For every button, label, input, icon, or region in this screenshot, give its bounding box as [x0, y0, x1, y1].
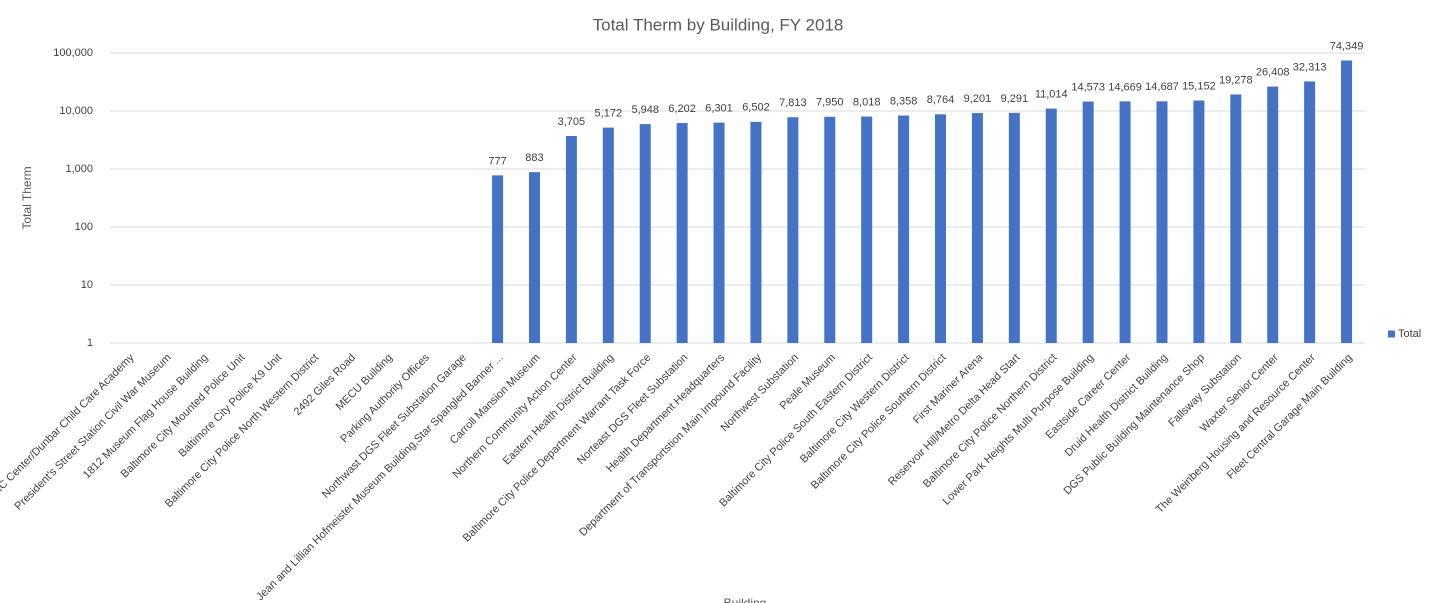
data-label: 883 [525, 152, 543, 164]
y-tick-label: 100,000 [53, 47, 93, 59]
data-label: 8,358 [890, 95, 918, 107]
bar [898, 115, 910, 343]
bar [1119, 101, 1131, 343]
x-tick-label: Jean and Lillian Hofmeister Museum Build… [254, 352, 505, 603]
data-label: 6,202 [668, 103, 696, 115]
bar [1008, 112, 1020, 343]
y-tick-label: 10 [81, 279, 93, 291]
bar [713, 122, 725, 343]
chart-title: Total Therm by Building, FY 2018 [593, 15, 844, 34]
data-label: 74,349 [1330, 40, 1364, 52]
bar [787, 117, 799, 343]
data-label: 8,018 [853, 96, 881, 108]
bar [676, 123, 688, 343]
data-label: 6,301 [705, 103, 733, 115]
x-tick-label: WIC Center/Dunbar Child Care Academy [0, 351, 137, 501]
data-label: 32,313 [1293, 61, 1327, 73]
y-tick-label: 100 [75, 221, 93, 233]
bar [1341, 60, 1353, 344]
x-tick-label: President's Street Station Civil War Mus… [13, 352, 174, 513]
bar [1045, 108, 1057, 343]
y-tick-label: 1 [87, 337, 93, 349]
bar [1156, 101, 1168, 344]
bar [1193, 100, 1205, 343]
x-tick-label: Baltimore City Police Northern District [921, 352, 1060, 491]
bar [602, 127, 614, 343]
data-label: 5,948 [631, 104, 659, 116]
data-label: 7,813 [779, 97, 807, 109]
data-label: 15,152 [1182, 80, 1216, 92]
data-label: 11,014 [1035, 88, 1068, 100]
bar [528, 172, 540, 343]
data-label: 8,764 [927, 94, 955, 106]
data-label: 26,408 [1256, 66, 1290, 78]
bar [971, 113, 983, 343]
bar [565, 136, 577, 343]
bar [639, 124, 651, 343]
legend-label: Total [1398, 328, 1421, 340]
bar [1230, 94, 1242, 344]
data-label: 6,502 [742, 102, 770, 114]
y-tick-label: 1,000 [65, 163, 93, 175]
data-label: 9,291 [1001, 93, 1029, 105]
data-label: 5,172 [595, 108, 623, 120]
data-label: 14,687 [1145, 81, 1179, 93]
x-tick-label: Baltimore City Police Southern District [809, 352, 949, 492]
bar [492, 175, 504, 343]
bar [1082, 101, 1094, 343]
data-label: 14,573 [1071, 81, 1105, 93]
x-tick-label: First Mariner Arena [911, 351, 986, 426]
y-axis-title: Total Therm [20, 166, 34, 229]
bar [750, 121, 762, 343]
data-label: 14,669 [1108, 81, 1142, 93]
data-label: 19,278 [1219, 74, 1253, 86]
x-axis-title: Building [724, 596, 767, 603]
y-tick-label: 10,000 [59, 105, 93, 117]
bar [1304, 81, 1316, 343]
data-label: 3,705 [558, 116, 586, 128]
x-tick-label: Reservoir Hill/Metro Delta Head Start [886, 352, 1022, 488]
bar [1267, 86, 1279, 343]
legend-swatch [1388, 330, 1395, 338]
data-label: 7,950 [816, 97, 844, 109]
data-label: 9,201 [964, 93, 992, 105]
bar [824, 116, 836, 343]
bar [935, 114, 947, 343]
bar [861, 116, 873, 343]
data-label: 777 [488, 155, 506, 167]
